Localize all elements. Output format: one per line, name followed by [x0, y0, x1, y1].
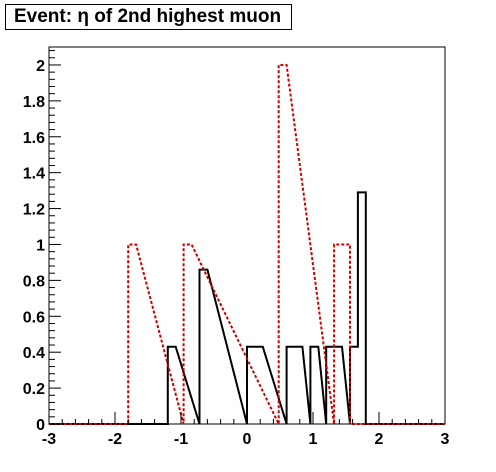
y-tick-label: 0.8 [23, 273, 45, 290]
dashed-histogram-bin [128, 244, 136, 424]
y-tick-label: 1.2 [23, 202, 45, 219]
dashed-series-outline [49, 64, 445, 425]
x-tick-label: -3 [42, 431, 56, 448]
y-tick-label: 0.4 [23, 345, 45, 362]
chart-title: Event: η of 2nd highest muon [5, 4, 293, 30]
y-tick-label: 0.6 [23, 309, 45, 326]
solid-histogram-bin [168, 347, 176, 424]
solid-histogram-bin [199, 270, 207, 424]
y-tick-label: 1.4 [23, 166, 45, 183]
y-tick-label: 1.6 [23, 130, 45, 147]
x-tick-label: 0 [243, 431, 252, 448]
y-tick-label: 0 [36, 417, 45, 434]
solid-histogram-bin [287, 347, 303, 424]
x-tick-label: 3 [441, 431, 450, 448]
solid-histogram-bin [310, 347, 318, 424]
dashed-histogram-bin [279, 65, 287, 424]
solid-histogram-bin [358, 192, 366, 424]
y-tick-label: 2 [36, 58, 45, 75]
x-tick-label: 1 [309, 431, 318, 448]
solid-series-outline [49, 191, 445, 425]
y-tick-label: 1 [36, 237, 45, 254]
solid-histogram-bin [350, 347, 358, 424]
x-tick-label: -1 [174, 431, 188, 448]
x-tick-label: -2 [108, 431, 122, 448]
axes-layer: -3 -2 -1 0 1 2 3 0 0.2 0.4 0.6 0.8 1 1.2 1.4 1.6 1.8 2 [23, 50, 450, 448]
y-tick-label: 0.2 [23, 381, 45, 398]
y-tick-label: 1.8 [23, 94, 45, 111]
x-tick-label: 2 [375, 431, 384, 448]
series-layer [49, 64, 445, 425]
